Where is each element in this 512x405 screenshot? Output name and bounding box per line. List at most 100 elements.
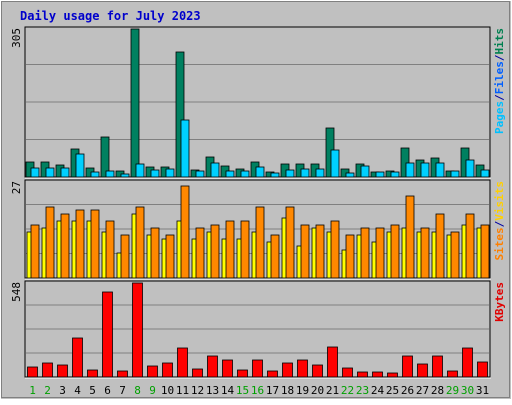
bar-files-day-21 xyxy=(330,149,340,178)
bar-files-day-15 xyxy=(240,170,250,178)
legend-item: Sites xyxy=(493,227,506,260)
bar-sites-day-25 xyxy=(390,224,400,279)
bar-kbytes-day-24 xyxy=(372,371,383,378)
bar-sites-day-24 xyxy=(375,227,385,279)
bar-files-day-1 xyxy=(30,167,40,178)
legend-top: Pages/Files/Hits xyxy=(493,28,506,134)
bar-kbytes-day-9 xyxy=(147,365,158,378)
bar-kbytes-day-6 xyxy=(102,291,113,378)
x-tick-label-day-16: 16 xyxy=(251,384,264,397)
bar-hits-day-6 xyxy=(100,136,110,178)
bar-kbytes-day-7 xyxy=(117,370,128,378)
bar-sites-day-12 xyxy=(195,227,205,279)
x-tick-label-day-27: 27 xyxy=(416,384,429,397)
bar-sites-day-4 xyxy=(75,209,85,279)
bar-sites-day-7 xyxy=(120,234,130,279)
x-tick-label-day-10: 10 xyxy=(161,384,174,397)
bar-kbytes-day-30 xyxy=(462,347,473,378)
x-tick-label-day-13: 13 xyxy=(206,384,219,397)
x-tick-label-day-14: 14 xyxy=(221,384,235,397)
bar-sites-day-19 xyxy=(300,224,310,279)
bar-files-day-5 xyxy=(90,171,100,178)
x-tick-label-day-5: 5 xyxy=(89,384,96,397)
chart-title: Daily usage for July 2023 xyxy=(20,9,201,23)
bar-files-day-26 xyxy=(405,162,415,178)
x-tick-label-day-9: 9 xyxy=(149,384,156,397)
bar-kbytes-day-28 xyxy=(432,355,443,378)
bar-files-day-8 xyxy=(135,163,145,178)
x-tick-label-day-25: 25 xyxy=(386,384,399,397)
x-tick-label-day-8: 8 xyxy=(134,384,141,397)
legend-item: KBytes xyxy=(493,282,506,322)
x-tick-label-day-26: 26 xyxy=(401,384,414,397)
x-tick-label-day-12: 12 xyxy=(191,384,204,397)
x-tick-label-day-23: 23 xyxy=(356,384,369,397)
bar-files-day-23 xyxy=(360,165,370,178)
bar-files-day-19 xyxy=(300,168,310,178)
bar-kbytes-day-11 xyxy=(177,347,188,378)
bar-sites-day-31 xyxy=(480,224,490,279)
bar-sites-day-22 xyxy=(345,234,355,279)
bar-files-day-4 xyxy=(75,153,85,178)
x-tick-label-day-6: 6 xyxy=(104,384,111,397)
chart-bars xyxy=(25,28,490,378)
bar-sites-day-26 xyxy=(405,195,415,279)
bar-kbytes-day-21 xyxy=(327,346,338,378)
bar-files-day-18 xyxy=(285,169,295,178)
bar-sites-day-20 xyxy=(315,224,325,279)
chart-x-labels: 1 2 3 4 5 6 7 8 9 10 11 12 13 14 15 16 17 18 19 20 21 22 23 24 2… xyxy=(29,384,489,397)
x-tick-label-day-7: 7 xyxy=(119,384,126,397)
x-tick-label-day-15: 15 xyxy=(236,384,249,397)
bar-sites-day-5 xyxy=(90,209,100,279)
bar-files-day-3 xyxy=(60,167,70,178)
bar-kbytes-day-18 xyxy=(282,362,293,378)
legend-item: Files xyxy=(493,61,506,94)
bar-sites-day-1 xyxy=(30,224,40,279)
y-max-label: 27 xyxy=(10,181,23,194)
bar-kbytes-day-25 xyxy=(387,372,398,378)
bar-kbytes-day-16 xyxy=(252,359,263,378)
bar-kbytes-day-23 xyxy=(357,371,368,378)
bar-sites-day-2 xyxy=(45,206,55,279)
bar-sites-day-13 xyxy=(210,224,220,279)
bar-files-day-17 xyxy=(270,172,280,178)
bar-sites-day-21 xyxy=(330,220,340,279)
chart-bevel-dark xyxy=(1,1,510,398)
bar-files-day-14 xyxy=(225,170,235,178)
chart-panels xyxy=(24,26,491,379)
y-max-label: 548 xyxy=(10,282,23,302)
bar-kbytes-day-1 xyxy=(27,366,38,378)
bar-files-day-13 xyxy=(210,162,220,178)
bar-files-day-27 xyxy=(420,162,430,178)
bar-kbytes-day-19 xyxy=(297,359,308,378)
x-tick-label-day-17: 17 xyxy=(266,384,279,397)
bar-sites-day-27 xyxy=(420,227,430,279)
bar-kbytes-day-2 xyxy=(42,362,53,378)
bar-files-day-11 xyxy=(180,119,190,178)
bar-files-day-25 xyxy=(390,171,400,178)
bar-files-day-31 xyxy=(480,169,490,178)
bar-kbytes-day-17 xyxy=(267,370,278,378)
bar-sites-day-9 xyxy=(150,227,160,279)
x-tick-label-day-31: 31 xyxy=(476,384,489,397)
bar-files-day-24 xyxy=(375,171,385,178)
x-tick-label-day-21: 21 xyxy=(326,384,339,397)
x-tick-label-day-4: 4 xyxy=(74,384,81,397)
bar-files-day-20 xyxy=(315,168,325,178)
bar-sites-day-17 xyxy=(270,234,280,279)
bar-sites-day-3 xyxy=(60,213,70,279)
bar-kbytes-day-3 xyxy=(57,364,68,378)
x-tick-label-day-28: 28 xyxy=(431,384,444,397)
bar-kbytes-day-12 xyxy=(192,368,203,378)
bar-sites-day-15 xyxy=(240,220,250,279)
bar-files-day-10 xyxy=(165,168,175,178)
bar-kbytes-day-14 xyxy=(222,359,233,378)
x-tick-label-day-22: 22 xyxy=(341,384,354,397)
bar-kbytes-day-27 xyxy=(417,363,428,378)
bar-sites-day-30 xyxy=(465,213,475,279)
bar-sites-day-29 xyxy=(450,231,460,279)
x-tick-label-day-18: 18 xyxy=(281,384,294,397)
bar-kbytes-day-26 xyxy=(402,355,413,378)
